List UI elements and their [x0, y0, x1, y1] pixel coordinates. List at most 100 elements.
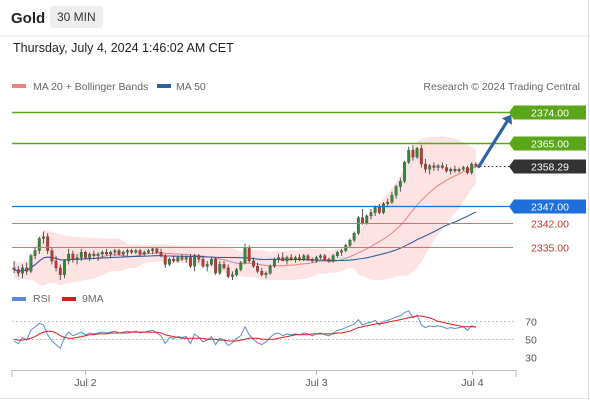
timeframe-badge[interactable]: 30 MIN: [50, 6, 103, 28]
candle: [277, 254, 280, 263]
candle-body: [205, 264, 209, 267]
candle: [340, 248, 343, 256]
candle-body: [138, 250, 142, 255]
candle-body: [222, 264, 226, 269]
candle-body: [449, 169, 453, 172]
candle-body: [369, 212, 373, 217]
candle: [319, 254, 322, 260]
time-axis-label: Jul 3: [305, 377, 327, 389]
resistance-label: 2365.00: [531, 139, 569, 151]
candle: [331, 254, 335, 263]
candle-body: [130, 250, 134, 253]
last-label: 2358.29: [531, 162, 569, 174]
candle-body: [147, 250, 150, 253]
candle: [58, 264, 62, 280]
candle: [243, 243, 247, 265]
legend-label-rsi: RSI: [33, 293, 51, 305]
candle-body: [348, 240, 352, 246]
candle-body: [461, 167, 465, 170]
candle-body: [63, 260, 66, 275]
candle-body: [176, 257, 180, 262]
candle-body: [314, 257, 318, 262]
candle-body: [256, 266, 260, 272]
legend-swatch-ma50: [157, 84, 171, 88]
candle-body: [16, 269, 20, 274]
candle-body: [54, 260, 58, 269]
candle: [247, 245, 251, 263]
candle-body: [193, 255, 197, 267]
candle: [260, 267, 264, 277]
candle: [121, 250, 125, 258]
candle: [281, 252, 285, 262]
candle-body: [155, 248, 159, 253]
rsi-plot: 70 50 30: [12, 310, 537, 365]
candle-body: [29, 255, 33, 272]
candle-body: [390, 195, 394, 203]
candle: [138, 248, 142, 256]
legend-swatch-rsi-ma: [62, 297, 76, 301]
candle: [155, 247, 159, 255]
candle: [373, 205, 377, 216]
candle: [369, 209, 373, 220]
candle: [470, 162, 474, 175]
last-label-box: [509, 159, 586, 174]
candle: [302, 254, 306, 261]
candle: [109, 250, 113, 258]
candle: [419, 145, 423, 168]
candle-body: [243, 246, 247, 263]
legend-label-rsi-ma: 9MA: [82, 293, 104, 305]
candle: [46, 233, 50, 255]
candle: [214, 257, 218, 275]
candle-body: [268, 266, 272, 274]
candle: [352, 231, 356, 242]
candle: [386, 198, 390, 208]
candle: [21, 264, 24, 279]
candle-body: [58, 267, 62, 275]
candle: [230, 271, 234, 280]
candle: [130, 248, 134, 255]
candle-body: [352, 233, 356, 241]
candle-body: [126, 250, 129, 253]
candle-body: [474, 163, 478, 167]
chart-datetime: Thursday, July 4, 2024 1:46:02 AM CET: [13, 41, 234, 55]
candle-body: [331, 255, 335, 262]
candle-body: [323, 255, 327, 260]
candle: [210, 257, 213, 267]
candle-body: [96, 253, 100, 256]
forecast-arrow-head: [501, 114, 513, 125]
candle: [168, 257, 171, 267]
candle-body: [235, 269, 239, 275]
candle: [180, 254, 184, 261]
candle: [428, 164, 432, 175]
forecast-arrow-shaft: [477, 119, 509, 169]
candle: [105, 248, 108, 256]
candle: [407, 146, 411, 165]
time-axis-label: Jul 2: [74, 377, 96, 389]
candle: [474, 162, 478, 168]
candle-body: [457, 169, 461, 172]
candle-body: [239, 262, 243, 270]
candle: [126, 248, 129, 256]
candle-body: [84, 252, 87, 258]
rsi-ma-line: [13, 315, 476, 342]
candle-body: [293, 257, 297, 260]
candle-body: [319, 255, 322, 258]
candle: [134, 248, 138, 255]
candle: [461, 165, 465, 171]
candle: [67, 248, 71, 265]
candle-body: [361, 217, 364, 224]
candle: [33, 247, 37, 260]
candle-body: [394, 186, 398, 196]
candle-body: [335, 252, 339, 256]
rsi-tick-label: 30: [525, 353, 537, 365]
candle-body: [201, 259, 205, 267]
candle-body: [407, 150, 411, 163]
candle-body: [247, 246, 251, 262]
candle: [327, 257, 331, 263]
candle-body: [37, 238, 41, 251]
candle-body: [260, 271, 264, 275]
candle: [285, 255, 289, 265]
time-axis-label: Jul 4: [461, 377, 483, 389]
candle-body: [197, 255, 201, 260]
